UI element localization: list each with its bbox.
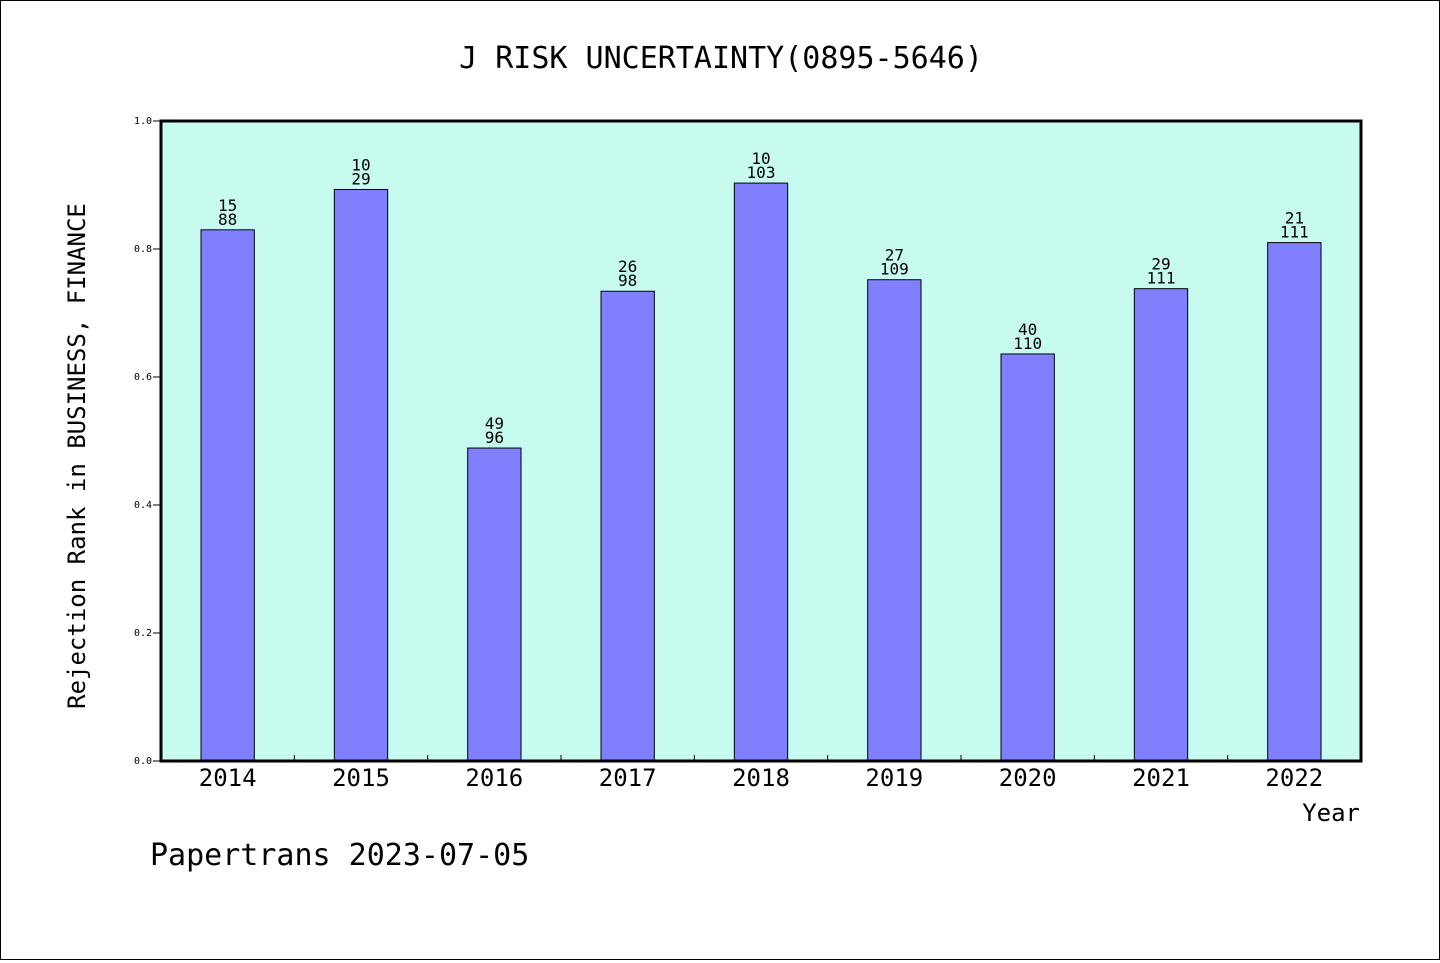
x-tick-label-2015: 2015 (332, 764, 390, 792)
bar-label-top-2018: 10 (751, 149, 770, 168)
bar-2022 (1267, 242, 1322, 762)
bar-label-bottom-2022: 111 (1280, 223, 1309, 242)
bar-label-top-2022: 21 (1285, 209, 1304, 228)
y-axis-ticks: 0.0 0.2 0.4 0.6 0.8 1.0 (134, 116, 161, 767)
x-tick-label-2020: 2020 (999, 764, 1057, 792)
y-tick-label: 0.6 (134, 372, 152, 383)
bar-label-top-2020: 40 (1018, 320, 1037, 339)
bar-label-bottom-2015: 29 (351, 169, 370, 188)
chart-title: J RISK UNCERTAINTY(0895-5646) (459, 41, 983, 76)
x-tick-label-2014: 2014 (199, 764, 257, 792)
bar-label-bottom-2016: 96 (485, 428, 504, 447)
bar-2018 (733, 182, 789, 762)
bar-label-top-2016: 49 (485, 414, 504, 433)
y-tick-label: 1.0 (134, 116, 152, 127)
bars-group (200, 182, 1322, 762)
y-tick-label: 0.0 (134, 756, 152, 767)
y-tick-label: 0.2 (134, 628, 152, 639)
bar-label-top-2019: 27 (885, 246, 904, 265)
bar-label-bottom-2017: 98 (618, 271, 637, 290)
bar-2020 (1000, 353, 1055, 762)
bar-2016 (467, 447, 522, 762)
bar-label-top-2021: 29 (1151, 255, 1170, 274)
bar-label-bottom-2018: 103 (747, 163, 776, 182)
x-axis-ticks: 2014 2015 2016 2017 2018 2019 2020 2021 2022 (199, 755, 1323, 792)
bar-labels-group: 1588102949962698101032710940110291112111… (218, 149, 1309, 447)
bar-label-bottom-2021: 111 (1147, 269, 1176, 288)
bar-2017 (600, 290, 655, 762)
x-tick-label-2016: 2016 (465, 764, 523, 792)
bar-label-top-2015: 10 (351, 155, 370, 174)
x-tick-label-2022: 2022 (1265, 764, 1323, 792)
bar-label-top-2014: 15 (218, 196, 237, 215)
bar-2019 (867, 279, 922, 762)
bar-label-bottom-2019: 109 (880, 260, 909, 279)
x-tick-label-2019: 2019 (865, 764, 923, 792)
y-tick-label: 0.4 (134, 500, 152, 511)
x-tick-label-2017: 2017 (599, 764, 657, 792)
bar-label-bottom-2014: 88 (218, 210, 237, 229)
x-tick-label-2018: 2018 (732, 764, 790, 792)
bar-label-bottom-2020: 110 (1013, 334, 1042, 353)
footer-credit: Papertrans 2023-07-05 (150, 838, 529, 873)
y-tick-label: 0.8 (134, 244, 152, 255)
bar-label-top-2017: 26 (618, 257, 637, 276)
y-axis-label: Rejection Rank in BUSINESS, FINANCE (63, 203, 91, 709)
x-tick-label-2021: 2021 (1132, 764, 1190, 792)
bar-2014 (200, 229, 255, 762)
bar-2015 (333, 188, 389, 762)
plot-border (159, 119, 1363, 763)
bar-2021 (1133, 288, 1189, 762)
x-axis-label: Year (1302, 799, 1360, 827)
